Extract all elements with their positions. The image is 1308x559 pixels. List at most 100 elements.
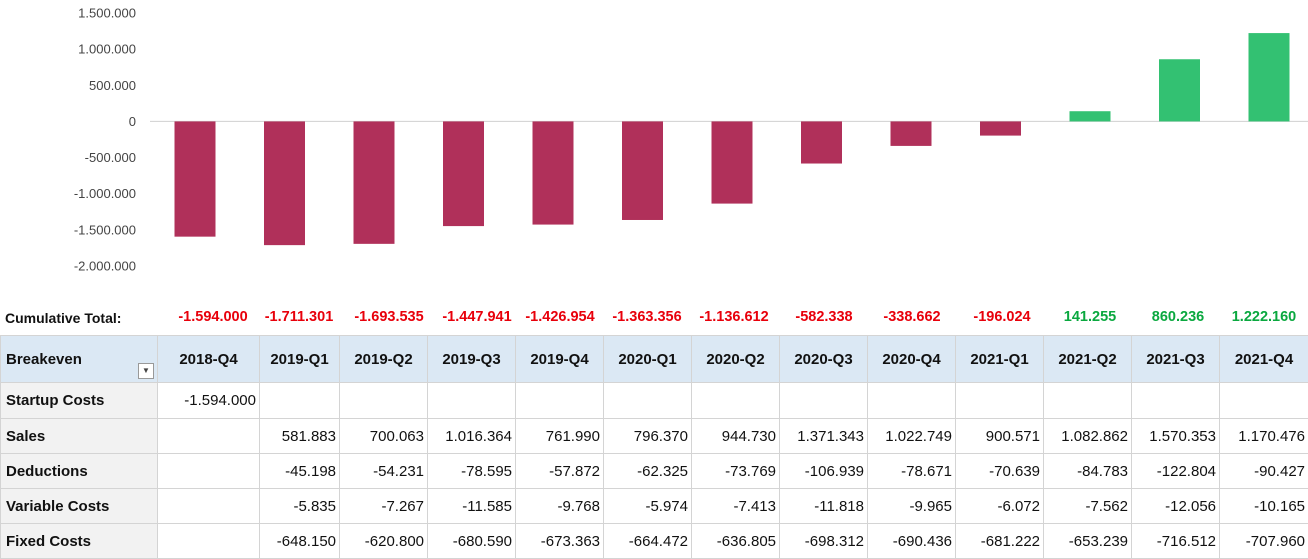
column-header: 2020-Q3 [780, 336, 868, 383]
breakeven-bar-chart: 1.500.0001.000.000500.0000-500.000-1.000… [0, 0, 1308, 300]
table-cell: -1.594.000 [158, 383, 260, 419]
column-header: 2019-Q4 [516, 336, 604, 383]
cumulative-value: 1.222.160 [1220, 309, 1308, 325]
y-tick-label: -2.000.000 [74, 259, 136, 274]
table-cell [692, 383, 780, 419]
cumulative-value: -1.693.535 [345, 309, 433, 325]
row-label: Variable Costs [1, 489, 158, 524]
table-cell: -11.585 [428, 489, 516, 524]
table-cell: -673.363 [516, 524, 604, 559]
table-cell [780, 383, 868, 419]
table-cell: -78.671 [868, 454, 956, 489]
table-cell [158, 489, 260, 524]
table-row: Startup Costs-1.594.000 [1, 383, 1308, 419]
table-cell: 796.370 [604, 419, 692, 454]
table-cell: -707.960 [1220, 524, 1308, 559]
table-cell [158, 419, 260, 454]
table-cell: 1.570.353 [1132, 419, 1220, 454]
table-cell: -84.783 [1044, 454, 1132, 489]
bars [175, 33, 1290, 245]
bar-2021-Q3 [1159, 59, 1200, 121]
cumulative-value: -1.426.954 [516, 309, 604, 325]
cumulative-value: -1.363.356 [603, 309, 691, 325]
table-cell [260, 383, 340, 419]
column-header: 2019-Q2 [340, 336, 428, 383]
table-cell [516, 383, 604, 419]
column-header: 2019-Q1 [260, 336, 340, 383]
table-cell: -12.056 [1132, 489, 1220, 524]
column-header: 2021-Q1 [956, 336, 1044, 383]
bar-2020-Q2 [712, 121, 753, 203]
table-cell: -620.800 [340, 524, 428, 559]
row-label: Fixed Costs [1, 524, 158, 559]
table-cell: 1.016.364 [428, 419, 516, 454]
y-tick-label: -500.000 [85, 150, 136, 165]
table-cell [956, 383, 1044, 419]
table-cell: 1.082.862 [1044, 419, 1132, 454]
table-header-breakeven: Breakeven ▼ [1, 336, 158, 383]
table-cell: -57.872 [516, 454, 604, 489]
cumulative-value: -1.594.000 [169, 309, 257, 325]
table-cell: -90.427 [1220, 454, 1308, 489]
table-cell: 1.022.749 [868, 419, 956, 454]
table-cell: -648.150 [260, 524, 340, 559]
filter-dropdown-icon[interactable]: ▼ [138, 363, 154, 379]
bar-2020-Q3 [801, 121, 842, 163]
row-label: Startup Costs [1, 383, 158, 419]
y-tick-label: 500.000 [89, 78, 136, 93]
table-cell: -54.231 [340, 454, 428, 489]
table-cell: 900.571 [956, 419, 1044, 454]
bar-2019-Q2 [354, 121, 395, 243]
table-cell: -7.413 [692, 489, 780, 524]
table-cell: -10.165 [1220, 489, 1308, 524]
bar-2021-Q2 [1070, 111, 1111, 121]
table-cell: -636.805 [692, 524, 780, 559]
table-cell [1220, 383, 1308, 419]
cumulative-value: -582.338 [780, 309, 868, 325]
y-axis-ticks: 1.500.0001.000.000500.0000-500.000-1.000… [74, 6, 136, 274]
table-cell [1132, 383, 1220, 419]
column-header: 2021-Q2 [1044, 336, 1132, 383]
row-label: Sales [1, 419, 158, 454]
table-cell: -6.072 [956, 489, 1044, 524]
table-cell: 700.063 [340, 419, 428, 454]
table-cell: -45.198 [260, 454, 340, 489]
table-cell: -9.768 [516, 489, 604, 524]
table-cell: -78.595 [428, 454, 516, 489]
table-cell: -653.239 [1044, 524, 1132, 559]
column-header: 2019-Q3 [428, 336, 516, 383]
table-row: Deductions-45.198-54.231-78.595-57.872-6… [1, 454, 1308, 489]
table-cell: 581.883 [260, 419, 340, 454]
y-tick-label: -1.500.000 [74, 222, 136, 237]
table-cell [1044, 383, 1132, 419]
table-cell [604, 383, 692, 419]
table-cell: -5.974 [604, 489, 692, 524]
y-tick-label: 1.500.000 [78, 6, 136, 21]
row-label: Deductions [1, 454, 158, 489]
table-cell: 1.371.343 [780, 419, 868, 454]
table-cell: -70.639 [956, 454, 1044, 489]
column-header: 2021-Q3 [1132, 336, 1220, 383]
table-cell: -122.804 [1132, 454, 1220, 489]
bar-2020-Q1 [622, 121, 663, 220]
column-header: 2020-Q4 [868, 336, 956, 383]
table-cell: -106.939 [780, 454, 868, 489]
cumulative-total-label: Cumulative Total: [5, 310, 121, 326]
table-row: Fixed Costs -648.150-620.800-680.590-673.… [1, 524, 1308, 559]
table-cell: -680.590 [428, 524, 516, 559]
breakeven-label: Breakeven [6, 351, 82, 368]
table-cell: -690.436 [868, 524, 956, 559]
column-header: 2018-Q4 [158, 336, 260, 383]
table-cell: -73.769 [692, 454, 780, 489]
cumulative-value: 860.236 [1134, 309, 1222, 325]
table-cell: -7.267 [340, 489, 428, 524]
table-cell: -698.312 [780, 524, 868, 559]
cumulative-value: -338.662 [868, 309, 956, 325]
bar-2018-Q4 [175, 121, 216, 236]
bar-2020-Q4 [891, 121, 932, 145]
bar-2019-Q3 [443, 121, 484, 226]
y-tick-label: 1.000.000 [78, 42, 136, 57]
